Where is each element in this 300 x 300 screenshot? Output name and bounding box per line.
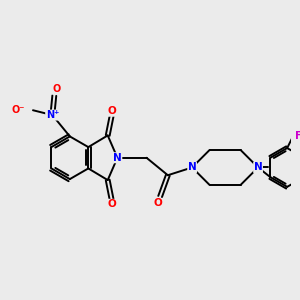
- Text: N: N: [254, 163, 262, 172]
- Text: O: O: [52, 84, 60, 94]
- Text: O⁻: O⁻: [12, 105, 25, 115]
- Text: O: O: [107, 106, 116, 116]
- Text: N⁺: N⁺: [46, 110, 59, 120]
- Text: F: F: [295, 131, 300, 141]
- Text: O: O: [107, 199, 116, 209]
- Text: N: N: [188, 163, 197, 172]
- Text: O: O: [154, 198, 163, 208]
- Text: N: N: [113, 153, 122, 163]
